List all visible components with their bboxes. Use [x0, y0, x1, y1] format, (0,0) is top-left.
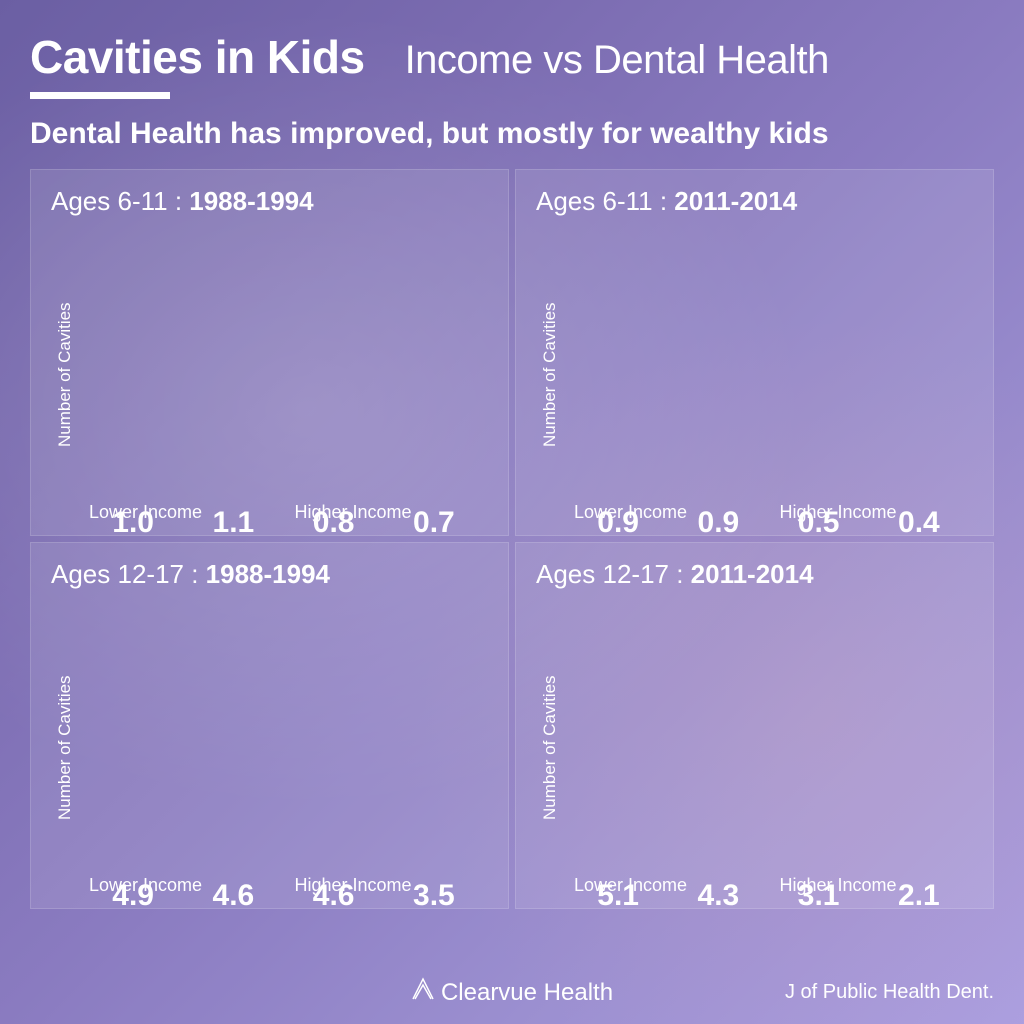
brand: Clearvue Health [411, 977, 613, 1008]
bar-value-label: 3.1 [771, 879, 867, 913]
chart-area: Number of Cavities 4.94.64.63.5 Lower In… [51, 600, 488, 896]
main-title: Cavities in Kids [30, 30, 365, 84]
brand-name: Clearvue Health [441, 979, 613, 1007]
brand-logo-icon [411, 977, 435, 1008]
panel-top-left: Ages 6-11 : 1988-1994 Number of Cavities… [30, 169, 509, 536]
panel-top-right: Ages 6-11 : 2011-2014 Number of Cavities… [515, 169, 994, 536]
bar-value-label: 0.9 [570, 506, 666, 540]
source-citation: J of Public Health Dent. [785, 981, 994, 1004]
y-axis-label: Number of Cavities [536, 600, 564, 896]
bar-value-label: 5.1 [570, 879, 666, 913]
bar-value-label: 0.7 [386, 506, 482, 540]
title-underline [30, 92, 170, 99]
bar-value-label: 2.1 [871, 879, 967, 913]
bar-value-label: 4.9 [85, 879, 181, 913]
sub-title: Income vs Dental Health [405, 38, 829, 83]
bar-value-label: 3.5 [386, 879, 482, 913]
panel-title: Ages 6-11 : 1988-1994 [51, 186, 488, 217]
bars: 0.90.90.50.4 [564, 227, 973, 496]
bars: 4.94.64.63.5 [79, 600, 488, 869]
bars: 1.01.10.80.7 [79, 227, 488, 496]
bar-value-label: 0.5 [771, 506, 867, 540]
y-axis-label: Number of Cavities [51, 227, 79, 523]
panel-bottom-right: Ages 12-17 : 2011-2014 Number of Cavitie… [515, 542, 994, 909]
bar-value-label: 0.9 [670, 506, 766, 540]
panel-title: Ages 6-11 : 2011-2014 [536, 186, 973, 217]
chart-area: Number of Cavities 5.14.33.12.1 Lower In… [536, 600, 973, 896]
chart-grid: Ages 6-11 : 1988-1994 Number of Cavities… [30, 169, 994, 909]
bar-value-label: 1.0 [85, 506, 181, 540]
bars: 5.14.33.12.1 [564, 600, 973, 869]
bar-value-label: 0.4 [871, 506, 967, 540]
bar-value-label: 1.1 [185, 506, 281, 540]
chart-area: Number of Cavities 0.90.90.50.4 Lower In… [536, 227, 973, 523]
panel-title: Ages 12-17 : 1988-1994 [51, 559, 488, 590]
infographic-container: Cavities in Kids Income vs Dental Health… [0, 0, 1024, 1024]
footer: Clearvue Health J of Public Health Dent. [0, 977, 1024, 1008]
bar-value-label: 4.3 [670, 879, 766, 913]
y-axis-label: Number of Cavities [51, 600, 79, 896]
chart-area: Number of Cavities 1.01.10.80.7 Lower In… [51, 227, 488, 523]
panel-title: Ages 12-17 : 2011-2014 [536, 559, 973, 590]
bar-value-label: 4.6 [185, 879, 281, 913]
bar-value-label: 0.8 [286, 506, 382, 540]
y-axis-label: Number of Cavities [536, 227, 564, 523]
subtitle: Dental Health has improved, but mostly f… [30, 117, 994, 151]
bar-value-label: 4.6 [286, 879, 382, 913]
header: Cavities in Kids Income vs Dental Health [30, 30, 994, 84]
panel-bottom-left: Ages 12-17 : 1988-1994 Number of Cavitie… [30, 542, 509, 909]
